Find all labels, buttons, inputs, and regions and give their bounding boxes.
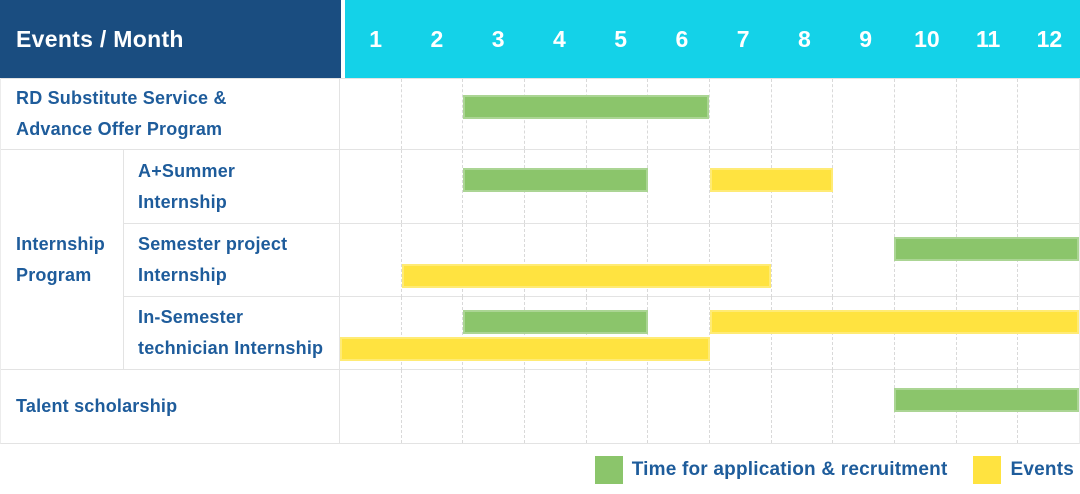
- month-column: [955, 150, 1018, 223]
- month-column: [400, 224, 463, 297]
- month-column: [647, 370, 709, 443]
- month-column: [585, 224, 648, 297]
- month-label: 4: [552, 25, 566, 52]
- month-column: [585, 370, 648, 443]
- month-column: [832, 150, 894, 223]
- legend-swatch-green: [594, 456, 623, 484]
- timeline-semester-project-internship: [340, 224, 1079, 297]
- month-label: 10: [914, 25, 940, 52]
- application-recruitment-bar: [463, 167, 648, 192]
- month-column: [770, 79, 833, 149]
- table-body: RD Substitute Service & Advance Offer Pr…: [0, 78, 1080, 444]
- month-label: 1: [369, 25, 383, 52]
- month-label: 9: [859, 25, 873, 52]
- row-a-summer-internship: A+Summer Internship: [124, 150, 1079, 223]
- event-bar: [340, 337, 710, 361]
- row-label: RD Substitute Service & Advance Offer Pr…: [1, 79, 340, 149]
- month-column: [462, 370, 524, 443]
- month-column: [832, 370, 894, 443]
- month-column: [647, 224, 709, 297]
- month-column: [340, 224, 401, 297]
- month-column: [1017, 79, 1079, 149]
- legend: Time for application & recruitment Event…: [0, 456, 1080, 484]
- legend-label: Time for application & recruitment: [631, 459, 948, 480]
- month-column: [955, 79, 1018, 149]
- application-recruitment-bar: [463, 95, 710, 119]
- month-column: [709, 224, 771, 297]
- month-column: [647, 150, 709, 223]
- month-column: [770, 370, 833, 443]
- month-label: 7: [736, 25, 750, 52]
- event-bar: [709, 310, 1079, 334]
- month-label: 8: [797, 25, 811, 52]
- month-column: [524, 370, 586, 443]
- month-column: [894, 79, 956, 149]
- timeline-in-semester-technician-internship: [340, 297, 1079, 370]
- header-title: Events / Month: [0, 0, 341, 78]
- row-talent-scholarship: Talent scholarship: [1, 369, 1079, 443]
- internship-program-rows: A+Summer Internship Semester project Int…: [124, 150, 1079, 370]
- header-row: Events / Month 1 2 3 4 5 6 7 8 9 10 11 12: [0, 0, 1080, 78]
- row-label: In-Semester technician Internship: [124, 297, 340, 369]
- month-column: [340, 370, 401, 443]
- month-column: [832, 224, 894, 297]
- application-recruitment-bar: [463, 310, 648, 334]
- month-label: 6: [675, 25, 689, 52]
- schedule-table: Events / Month 1 2 3 4 5 6 7 8 9 10 11 12 RD Substi…: [0, 0, 1080, 444]
- month-column: [770, 224, 833, 297]
- event-bar: [709, 167, 833, 192]
- month-column: [340, 79, 401, 149]
- row-label: Semester project Internship: [124, 224, 340, 296]
- legend-item-application-recruitment: Time for application & recruitment: [594, 456, 948, 484]
- row-semester-project-internship: Semester project Internship: [124, 223, 1079, 297]
- legend-swatch-yellow: [973, 456, 1002, 484]
- timeline-rd-substitute-service: [340, 79, 1079, 149]
- month-column: [462, 297, 524, 370]
- month-column: [462, 150, 524, 223]
- month-column: [894, 150, 956, 223]
- application-recruitment-bar: [894, 237, 1079, 261]
- month-label: 11: [975, 25, 1001, 52]
- month-column: [400, 370, 463, 443]
- month-column: [400, 79, 463, 149]
- month-column: [1017, 150, 1079, 223]
- month-label: 5: [614, 25, 628, 52]
- internship-program-group: Internship Program A+Summer Internship S…: [1, 149, 1079, 370]
- row-rd-substitute-service: RD Substitute Service & Advance Offer Pr…: [1, 78, 1079, 149]
- month-column: [340, 150, 401, 223]
- month-column: [400, 297, 463, 370]
- timeline-talent-scholarship: [340, 370, 1079, 443]
- month-column: [524, 224, 586, 297]
- month-column: [400, 150, 463, 223]
- month-column: [709, 79, 771, 149]
- month-header: 1 2 3 4 5 6 7 8 9 10 11 12: [341, 0, 1080, 78]
- month-column: [832, 79, 894, 149]
- application-recruitment-bar: [894, 387, 1079, 412]
- month-column: [462, 79, 524, 149]
- row-label: A+Summer Internship: [124, 150, 340, 223]
- month-label: 2: [430, 25, 444, 52]
- legend-label: Events: [1010, 459, 1074, 480]
- row-in-semester-technician-internship: In-Semester technician Internship: [124, 296, 1079, 370]
- event-bar: [401, 264, 772, 288]
- month-column: [462, 224, 524, 297]
- timeline-a-summer-internship: [340, 150, 1079, 223]
- month-column: [709, 370, 771, 443]
- row-label: Talent scholarship: [1, 370, 340, 443]
- group-label: Internship Program: [1, 150, 124, 369]
- month-label: 12: [1036, 25, 1063, 52]
- legend-item-events: Events: [973, 456, 1074, 484]
- month-label: 3: [491, 25, 505, 52]
